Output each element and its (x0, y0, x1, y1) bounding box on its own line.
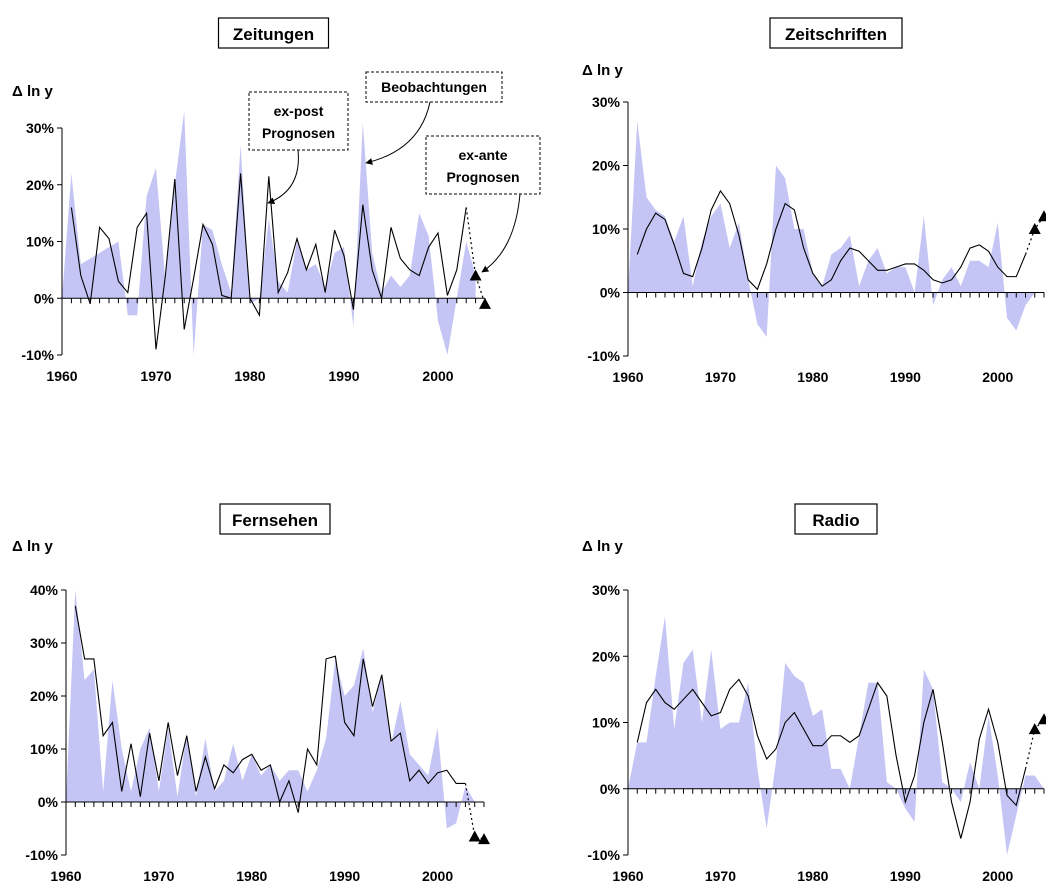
chart-panel-zeitschriften: Zeitschriften Δ ln y -10% 0% 10% 20% 30% 1960 19… (582, 17, 1046, 385)
zeitungen-title: Zeitungen (233, 25, 314, 44)
fernsehen-xtick-label: 2000 (422, 868, 453, 884)
zeitungen-ytick-label: 10% (26, 234, 55, 250)
fernsehen-ytick-label: 20% (30, 688, 59, 704)
zeitschriften-ytick-label: 0% (600, 285, 621, 301)
fernsehen-expost-forecast-line (74, 605, 466, 813)
annotation-expost-box (248, 91, 349, 151)
fernsehen-xtick-label: 1970 (143, 868, 174, 884)
fernsehen-observations-area (66, 590, 475, 829)
radio-xtick-label: 1990 (890, 868, 921, 884)
zeitschriften-xtick-label: 1990 (890, 369, 921, 385)
zeitungen-xtick-label: 1960 (46, 368, 77, 384)
fernsehen-exante-marker (478, 833, 490, 845)
zeitschriften-xtick-label: 2000 (982, 369, 1013, 385)
annotation-expost: ex-post Prognosen (248, 91, 349, 205)
fernsehen-ylabel: Δ ln y (12, 538, 53, 555)
fernsehen-xtick-label: 1960 (50, 868, 81, 884)
zeitschriften-exante-marker (1038, 210, 1046, 222)
zeitungen-ytick-label: -10% (21, 347, 54, 363)
fernsehen-xtick-label: 1980 (236, 868, 267, 884)
zeitungen-xtick-label: 1990 (328, 368, 359, 384)
radio-xtick-label: 2000 (982, 868, 1013, 884)
zeitschriften-xtick-label: 1960 (612, 369, 643, 385)
annotation-expost-line2: Prognosen (262, 125, 335, 141)
radio-xtick-label: 1980 (797, 868, 828, 884)
fernsehen-ytick-label: 40% (30, 582, 59, 598)
zeitschriften-ytick-label: 20% (592, 158, 621, 174)
annotation-expost-arrow (267, 149, 299, 205)
zeitschriften-xtick-label: 1980 (797, 369, 828, 385)
radio-ytick-label: 20% (592, 648, 621, 664)
annotation-exante: ex-ante Prognosen (425, 135, 541, 273)
radio-xtick-label: 1960 (612, 868, 643, 884)
zeitschriften-ytick-label: -10% (587, 348, 620, 364)
chart-panel-fernsehen: Fernsehen Δ ln y -10% 0% 10% 20% 30% 40% 1960 197… (12, 503, 490, 884)
zeitungen-ytick-label: 0% (34, 290, 55, 306)
radio-ytick-label: -10% (587, 847, 620, 863)
annotation-expost-line1: ex-post (274, 103, 324, 119)
zeitschriften-exante-marker (1028, 223, 1041, 234)
radio-exante-marker (1028, 723, 1041, 735)
annotation-exante-line2: Prognosen (446, 169, 519, 185)
fernsehen-title: Fernsehen (232, 511, 318, 530)
radio-title-box (794, 503, 878, 535)
radio-ytick-label: 0% (600, 781, 621, 797)
zeitungen-ylabel: Δ ln y (12, 83, 53, 100)
fernsehen-ytick-label: 10% (30, 741, 59, 757)
fernsehen-exante-forecast-line (464, 783, 485, 840)
annotation-observations-label: Beobachtungen (381, 79, 487, 95)
zeitungen-observations-area (62, 110, 476, 355)
fernsehen-title-box (219, 503, 331, 535)
zeitschriften-title-box (769, 17, 903, 49)
radio-xtick-label: 1970 (705, 868, 736, 884)
fernsehen-ytick-label: 0% (38, 794, 59, 810)
zeitschriften-ytick-label: 10% (592, 221, 621, 237)
zeitungen-ytick-label: 30% (26, 120, 55, 136)
zeitungen-title-box (217, 17, 330, 49)
annotation-exante-arrow (481, 193, 521, 273)
radio-observations-area (628, 616, 1044, 855)
zeitungen-xtick-label: 2000 (422, 368, 453, 384)
zeitungen-xtick-label: 1970 (140, 368, 171, 384)
zeitschriften-ytick-label: 30% (592, 94, 621, 110)
zeitschriften-ylabel: Δ ln y (582, 62, 623, 79)
zeitschriften-xtick-label: 1970 (705, 369, 736, 385)
annotation-observations: Beobachtungen (365, 71, 503, 165)
annotation-exante-box (425, 135, 541, 195)
zeitschriften-exante-forecast-line (1024, 215, 1045, 255)
zeitschriften-expost-forecast-line (636, 189, 1027, 291)
fernsehen-exante-marker (468, 830, 481, 842)
zeitungen-expost-forecast-line (70, 173, 467, 350)
fernsehen-ytick-label: -10% (25, 847, 58, 863)
chart-panel-zeitungen: Zeitungen Δ ln y -10% 0% 10% 20% 30% 1960 1970 19… (12, 17, 491, 384)
fernsehen-ytick-label: 30% (30, 635, 59, 651)
zeitungen-exante-marker (469, 269, 482, 281)
radio-ytick-label: 30% (592, 582, 621, 598)
zeitungen-exante-marker (479, 297, 491, 309)
zeitungen-ytick-label: 20% (26, 177, 55, 193)
annotation-exante-line1: ex-ante (458, 147, 507, 163)
radio-expost-forecast-line (636, 678, 1027, 839)
annotation-observations-box (365, 71, 503, 103)
radio-exante-marker (1038, 713, 1046, 725)
annotation-observations-arrow (365, 101, 431, 165)
zeitschriften-title: Zeitschriften (785, 25, 887, 44)
radio-title: Radio (812, 511, 859, 530)
fernsehen-xtick-label: 1990 (329, 868, 360, 884)
zeitungen-xtick-label: 1980 (234, 368, 265, 384)
zeitschriften-observations-area (628, 121, 1044, 337)
radio-ytick-label: 10% (592, 715, 621, 731)
radio-ylabel: Δ ln y (582, 538, 623, 555)
chart-panel-radio: Radio Δ ln y -10% 0% 10% 20% 30% 1960 1970 1980 19… (582, 503, 1046, 884)
